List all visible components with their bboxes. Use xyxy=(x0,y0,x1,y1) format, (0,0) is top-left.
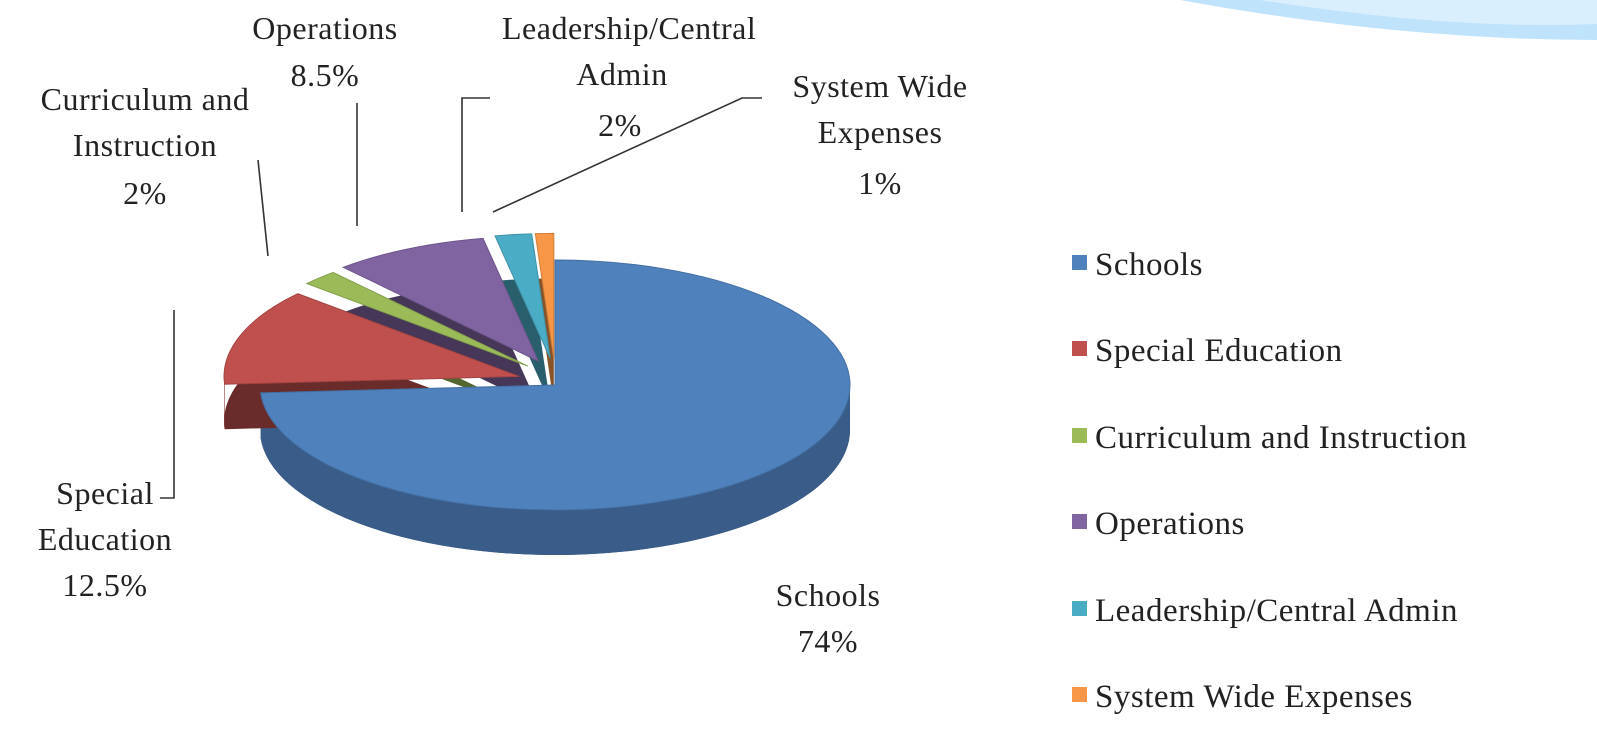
chart: Schools 74% Special Education 12.5% Curr… xyxy=(0,0,1597,706)
slice-value-label: 2% xyxy=(123,170,167,216)
slice-value-label: 8.5% xyxy=(291,52,360,98)
legend-item: Curriculum and Instruction xyxy=(1072,395,1467,482)
legend-label: Schools xyxy=(1095,247,1203,284)
legend-item: System Wide Expenses xyxy=(1072,655,1467,741)
slice-value-label: 1% xyxy=(858,160,902,206)
slice-label: System Wide Expenses xyxy=(770,63,990,155)
slice-value-label: 12.5% xyxy=(62,562,147,608)
legend-item: Special Education xyxy=(1072,309,1467,396)
legend-label: Leadership/Central Admin xyxy=(1095,593,1458,630)
legend-item: Operations xyxy=(1072,482,1467,569)
legend-label: System Wide Expenses xyxy=(1095,679,1413,716)
legend-swatch xyxy=(1072,601,1087,616)
legend: Schools Special Education Curriculum and I… xyxy=(1072,222,1467,741)
slice-label: Operations xyxy=(225,5,425,51)
leader-line xyxy=(462,98,490,212)
legend-swatch xyxy=(1072,687,1087,702)
slice-value-label: 2% xyxy=(598,102,642,148)
legend-item: Schools xyxy=(1072,222,1467,309)
pie xyxy=(224,233,850,555)
legend-swatch xyxy=(1072,255,1087,270)
legend-item: Leadership/Central Admin xyxy=(1072,568,1467,655)
legend-swatch xyxy=(1072,341,1087,356)
slice-label: Schools xyxy=(728,572,928,618)
slice-label: Special Education xyxy=(15,470,195,562)
legend-label: Curriculum and Instruction xyxy=(1095,420,1467,457)
legend-label: Special Education xyxy=(1095,333,1343,370)
slice-label: Curriculum and Instruction xyxy=(15,76,275,168)
leader-line xyxy=(258,160,268,256)
legend-swatch xyxy=(1072,428,1087,443)
slice-value-label: 74% xyxy=(798,618,858,664)
legend-label: Operations xyxy=(1095,506,1245,543)
slice-label: Leadership/Central Admin xyxy=(502,5,742,97)
legend-swatch xyxy=(1072,514,1087,529)
